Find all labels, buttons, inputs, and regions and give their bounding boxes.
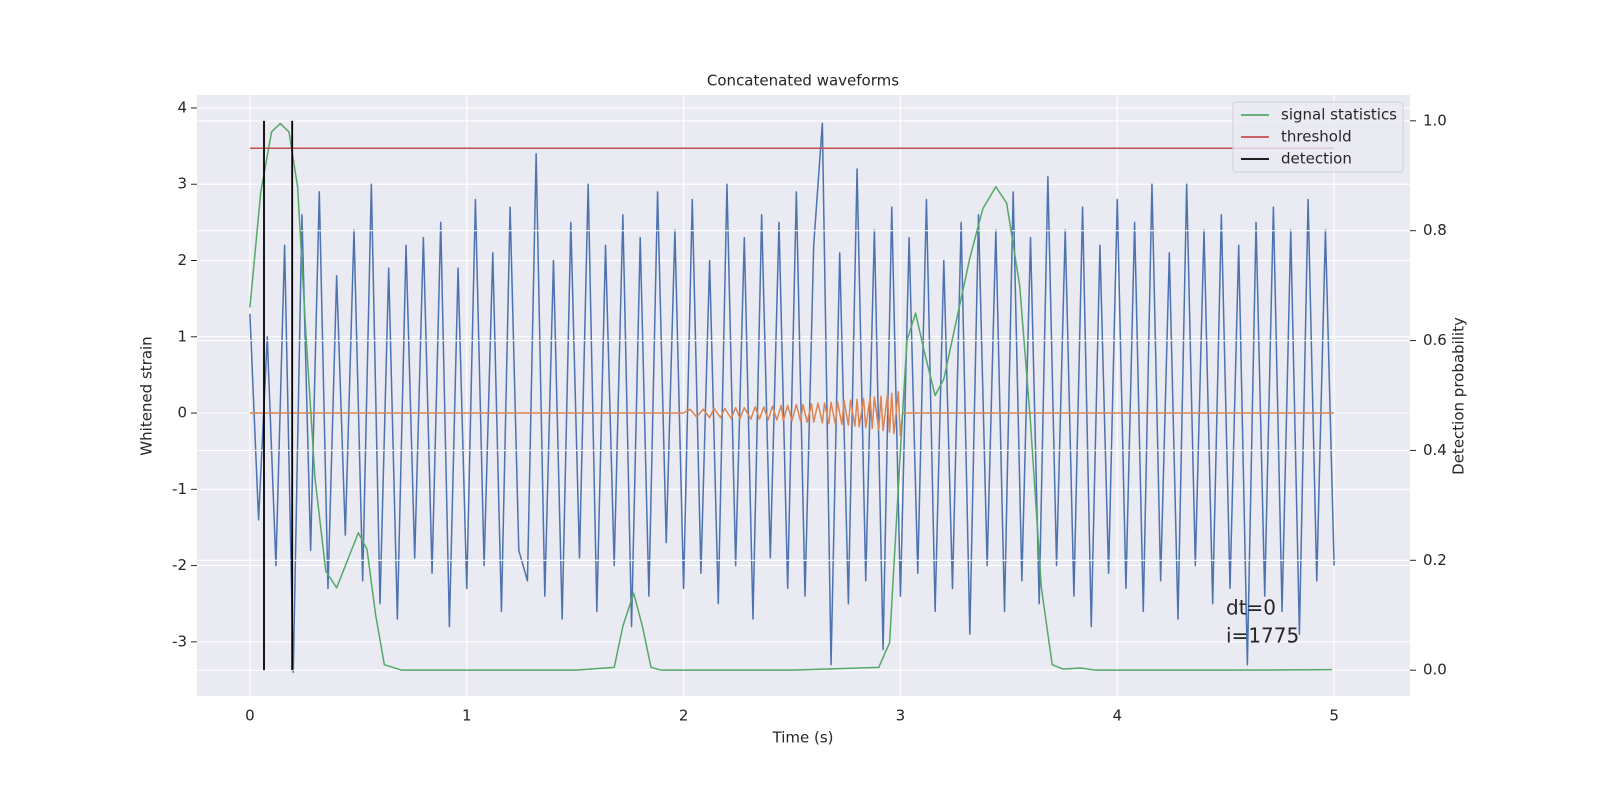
- annotation: i=1775: [1226, 624, 1299, 648]
- y-tick-label: 0: [177, 404, 187, 422]
- x-tick-label: 1: [462, 707, 472, 725]
- series-line: [249, 122, 1332, 671]
- y-tick-label: -3: [172, 632, 187, 650]
- y-tick-label: -2: [172, 556, 187, 574]
- legend-box: [1232, 101, 1404, 173]
- y-tick-label: 3: [177, 175, 187, 193]
- annotation: dt=0: [1226, 596, 1276, 620]
- x-tick-label: 3: [896, 707, 906, 725]
- legend-label: signal statistics: [1281, 106, 1397, 124]
- x-tick-label: 5: [1329, 707, 1339, 725]
- legend-label: detection: [1281, 150, 1352, 168]
- y-axis-label: Whitened strain: [138, 336, 156, 455]
- chart-title: Concatenated waveforms: [707, 72, 899, 90]
- x-axis-label: Time (s): [772, 729, 834, 747]
- waveform-line: [249, 390, 1335, 437]
- y2-tick-label: 0.8: [1423, 221, 1447, 239]
- x-tick-label: 0: [245, 707, 255, 725]
- legend-label: threshold: [1281, 128, 1352, 146]
- x-tick-label: 4: [1112, 707, 1122, 725]
- y2-axis-label: Detection probability: [1450, 317, 1468, 475]
- strain-line: [249, 122, 1335, 674]
- y-tick-label: 4: [177, 98, 187, 116]
- y2-tick-label: 0.4: [1423, 441, 1447, 459]
- y-tick-label: -1: [172, 480, 187, 498]
- y2-tick-label: 1.0: [1423, 111, 1447, 129]
- y2-tick-label: 0.2: [1423, 551, 1447, 569]
- y-tick-label: 2: [177, 251, 187, 269]
- x-tick-label: 2: [679, 707, 689, 725]
- y-tick-label: 1: [177, 327, 187, 345]
- y2-tick-label: 0.6: [1423, 331, 1447, 349]
- y2-tick-label: 0.0: [1423, 661, 1447, 679]
- legend: signal statistics threshold detection: [1232, 101, 1404, 173]
